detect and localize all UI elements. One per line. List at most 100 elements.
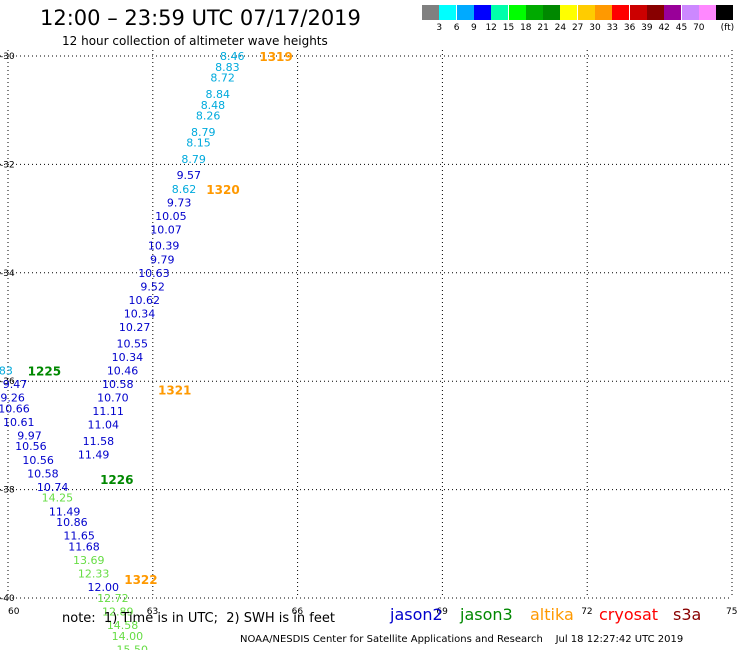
wave-height-value: 11.04 [88, 419, 120, 432]
wave-height-value: 14.58 [107, 619, 139, 632]
y-tick-label: -34 [0, 269, 15, 279]
y-tick-label: -38 [0, 486, 15, 496]
chart-subtitle: 12 hour collection of altimeter wave hei… [62, 34, 328, 48]
wave-height-value: 10.05 [155, 210, 187, 223]
footer-credit: NOAA/NESDIS Center for Satellite Applica… [240, 634, 684, 645]
wave-height-value: 10.39 [148, 240, 180, 253]
wave-height-value: 9.57 [177, 169, 202, 182]
legend-label: 36 [623, 23, 636, 33]
wave-height-value: 8.84 [206, 88, 231, 101]
wave-height-value: 10.56 [22, 454, 54, 467]
legend-label: 30 [589, 23, 601, 33]
pass-time-label: 1320 [206, 183, 239, 197]
wave-height-value: 9.52 [140, 280, 165, 293]
wave-height-value: 8.79 [191, 126, 216, 139]
wave-height-value: 10.86 [56, 516, 88, 529]
legend-swatch [543, 5, 561, 20]
wave-height-value: 8.15 [186, 137, 211, 150]
chart-title: 12:00 – 23:59 UTC 07/17/2019 [40, 6, 361, 30]
legend-label: 24 [554, 23, 567, 33]
wave-height-value: 10.55 [116, 337, 148, 350]
wave-height-value: 8.83 [0, 364, 13, 377]
pass-time-label: 1319 [259, 50, 292, 64]
legend-label: 12 [485, 23, 497, 33]
legend-swatch [698, 5, 716, 20]
legend-swatch [473, 5, 491, 20]
legend-swatch [439, 5, 457, 20]
wave-height-value: 12.72 [97, 592, 129, 605]
wave-height-value: 11.49 [49, 505, 81, 518]
x-tick-label: 75 [726, 607, 737, 617]
wave-height-value: 9.47 [3, 378, 28, 391]
x-tick-label: 66 [292, 607, 304, 617]
wave-height-value: 10.56 [15, 440, 47, 453]
wave-height-value: 15.50 [116, 643, 148, 650]
wave-height-value: 11.65 [63, 530, 95, 543]
legend-swatch [491, 5, 509, 20]
wave-height-value: 10.46 [107, 364, 139, 377]
pass-time-label: 1225 [28, 364, 61, 378]
wave-height-value: 11.11 [92, 405, 124, 418]
wave-height-value: 10.62 [129, 294, 161, 307]
pass-time-label: 1321 [158, 383, 191, 397]
legend-swatch [612, 5, 630, 20]
legend-label: 27 [571, 23, 584, 33]
wave-height-value: 8.48 [201, 99, 226, 112]
legend-label: 3 [436, 23, 443, 33]
legend-swatch [560, 5, 578, 20]
legend-swatch [681, 5, 699, 20]
legend-swatch [646, 5, 664, 20]
legend-label: 18 [520, 23, 532, 33]
y-tick-label: -32 [0, 160, 15, 170]
legend-swatch [525, 5, 543, 20]
wave-height-value: 9.73 [167, 196, 192, 209]
wave-height-value: 8.83 [215, 61, 240, 74]
wave-height-value: 8.72 [210, 72, 235, 85]
wave-height-value: 9.79 [150, 253, 175, 266]
x-tick-label: 63 [147, 607, 158, 617]
wave-height-value: 9.97 [17, 429, 42, 442]
legend-swatch [664, 5, 682, 20]
y-tick-label: -36 [0, 377, 15, 387]
legend-label: 21 [537, 23, 549, 33]
legend-label: 33 [606, 23, 619, 33]
legend-swatch [508, 5, 526, 20]
x-tick-label: 69 [436, 607, 448, 617]
wave-height-value: 10.58 [102, 378, 134, 391]
wave-height-value: 10.58 [27, 467, 59, 480]
wave-height-value: 10.70 [97, 391, 129, 404]
legend-swatch [456, 5, 474, 20]
wave-height-value: 12.00 [88, 581, 120, 594]
wave-height-value: 14.00 [112, 630, 144, 643]
satellite-label-jason3: jason3 [460, 605, 513, 624]
pass-time-label: 1226 [100, 473, 133, 487]
satellite-label-altika: altika [530, 605, 574, 624]
y-tick-label: -40 [0, 594, 15, 604]
wave-height-value: 10.27 [119, 321, 151, 334]
wave-height-value: 11.58 [83, 435, 115, 448]
wave-height-value: 12.89 [102, 606, 134, 619]
legend-swatch [629, 5, 647, 20]
note-text: note: 1) Time is in UTC; 2) SWH is in fe… [62, 611, 335, 626]
wave-height-value: 10.74 [37, 481, 69, 494]
wave-height-value: 10.34 [124, 307, 156, 320]
legend-swatch [595, 5, 612, 20]
satellite-label-cryosat: cryosat [599, 605, 659, 624]
x-tick-label: 72 [581, 607, 592, 617]
satellite-label-s3a: s3a [673, 605, 702, 624]
legend-label: 9 [471, 23, 477, 33]
wave-height-value: 9.26 [0, 391, 25, 404]
legend-label: 42 [658, 23, 670, 33]
wave-height-value: 12.33 [78, 568, 110, 581]
satellite-label-jason2: jason2 [390, 605, 443, 624]
legend-label: 39 [641, 23, 653, 33]
wave-height-value: 8.79 [181, 153, 206, 166]
legend-swatch [577, 5, 595, 20]
legend-label: 70 [693, 23, 705, 33]
wave-height-value: 14.25 [42, 492, 74, 505]
legend-label: 15 [502, 23, 515, 33]
legend-unit: (ft) [720, 23, 735, 33]
wave-height-value: 10.63 [138, 267, 170, 280]
wave-height-value: 8.62 [172, 183, 197, 196]
